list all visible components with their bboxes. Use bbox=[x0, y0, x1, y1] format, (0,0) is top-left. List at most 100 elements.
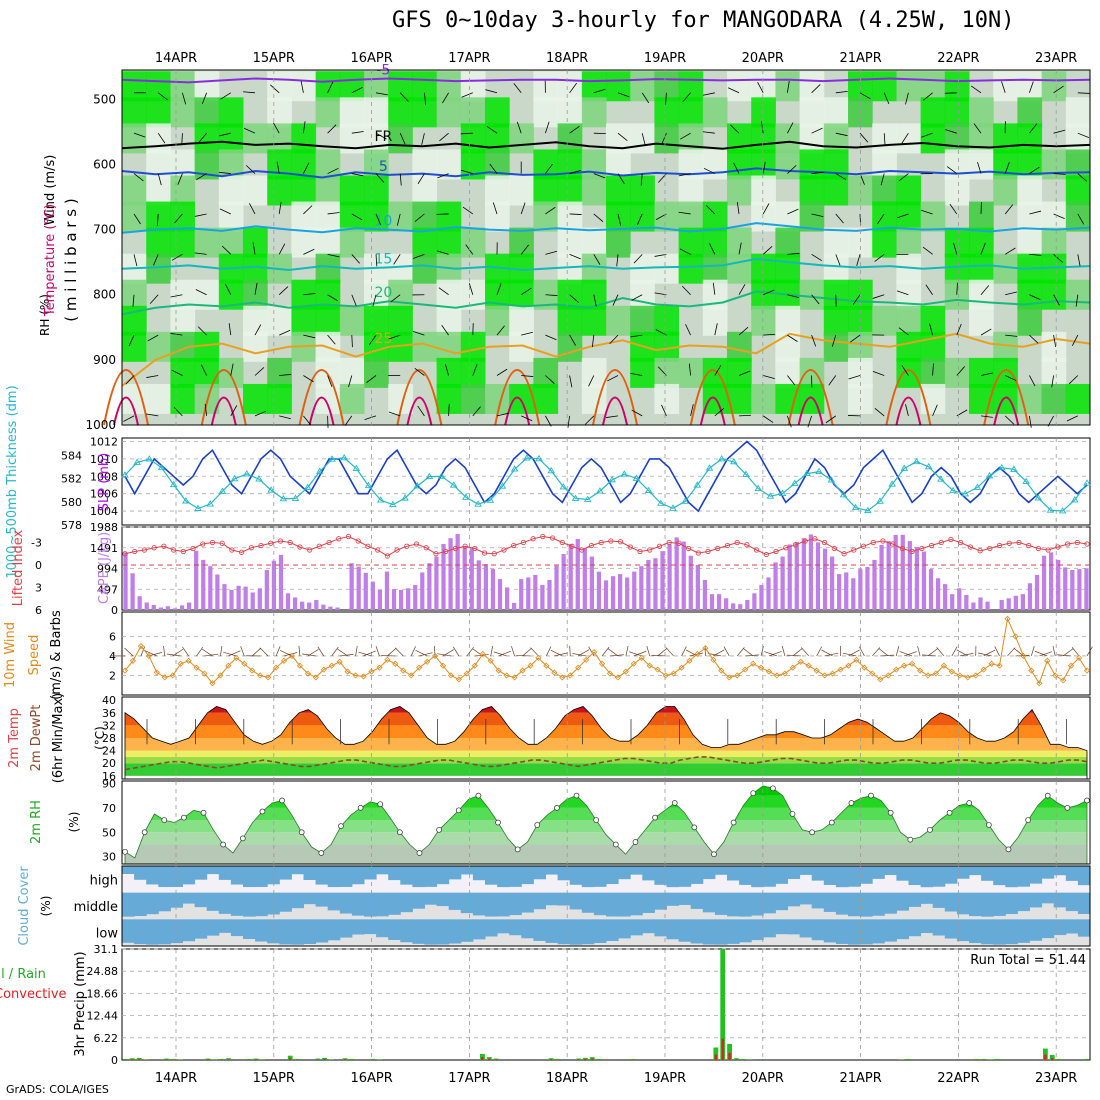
temperature-contour bbox=[121, 167, 1091, 179]
wind-speed-marker bbox=[972, 672, 979, 679]
cape-axis-label: CAPE (J/kg) bbox=[97, 532, 112, 604]
surface-wind-barb bbox=[1031, 646, 1035, 657]
cloud-cover-bar bbox=[1029, 892, 1043, 908]
cloud-cover-bar bbox=[1005, 919, 1018, 945]
cloud-cover-bar bbox=[932, 919, 946, 936]
thickness-marker bbox=[498, 482, 507, 489]
wind-barb bbox=[880, 173, 885, 186]
cape-bar bbox=[208, 566, 213, 610]
rh-shade-cell bbox=[872, 227, 897, 258]
rh-marker bbox=[338, 823, 344, 830]
temp-band bbox=[125, 763, 1087, 776]
surface-wind-barb bbox=[516, 655, 531, 657]
li-marker bbox=[851, 547, 857, 553]
wind-barb bbox=[1029, 166, 1040, 174]
cape-bar bbox=[250, 592, 255, 610]
cloud-cover-bar bbox=[339, 919, 353, 938]
cloud-cover-bar bbox=[497, 919, 510, 934]
wind-barb bbox=[545, 250, 558, 255]
wind-barb bbox=[641, 133, 646, 145]
cape-bar bbox=[215, 574, 220, 610]
cape-bar bbox=[935, 578, 941, 610]
wind-speed-marker bbox=[765, 668, 773, 675]
wind-axis-label: Wind (m/s) bbox=[43, 155, 58, 226]
wind-speed-marker bbox=[813, 667, 820, 674]
cape-bar bbox=[554, 565, 559, 610]
cape-bar bbox=[681, 541, 686, 610]
cloud-cover-bar bbox=[751, 892, 764, 916]
cloud-cover-bar bbox=[134, 919, 147, 945]
rh-shade-cell bbox=[581, 253, 607, 284]
wind-barb bbox=[730, 124, 740, 134]
rh-shade-cell bbox=[460, 71, 486, 102]
rh-shade-cell bbox=[146, 201, 171, 232]
cape-bar bbox=[497, 579, 503, 610]
li-marker bbox=[919, 545, 925, 552]
precip-tick-label: 0 bbox=[111, 1054, 118, 1067]
slp-tick-label: 1006 bbox=[90, 488, 118, 501]
cloud-cover-bar bbox=[896, 892, 909, 911]
wind-speed-marker bbox=[551, 669, 558, 676]
wind-barb bbox=[787, 294, 800, 299]
cape-bar bbox=[504, 587, 510, 610]
cloud-cover-bar bbox=[823, 866, 837, 885]
wind-speed-marker bbox=[853, 656, 860, 663]
wind-barb bbox=[485, 89, 498, 94]
surface-wind-barb bbox=[240, 646, 245, 657]
wind-barb bbox=[496, 412, 509, 417]
rh-marker bbox=[770, 785, 776, 792]
cloud-cover-bar bbox=[727, 919, 740, 944]
rh-shade-cell bbox=[993, 149, 1018, 180]
cloud-cover-bar bbox=[787, 919, 801, 935]
wind-speed-marker bbox=[980, 666, 987, 673]
wind-speed-marker bbox=[408, 672, 415, 679]
wind-barb bbox=[946, 166, 958, 174]
cape-bar bbox=[165, 606, 171, 610]
surface-wind-barb bbox=[1039, 651, 1053, 657]
dewpoint-line bbox=[124, 756, 1088, 771]
wind-speed-marker bbox=[559, 674, 566, 681]
cape-bar bbox=[999, 599, 1004, 610]
cloud-cover-bar bbox=[848, 892, 861, 917]
wind-barb bbox=[980, 415, 993, 418]
rh-shade-cell bbox=[775, 305, 801, 336]
wind-barb bbox=[872, 294, 885, 299]
wind-barb bbox=[762, 246, 773, 255]
rh-shade-cell bbox=[920, 71, 946, 102]
cloud-cover-bar bbox=[908, 866, 922, 886]
cape-bar bbox=[653, 558, 658, 610]
li-marker bbox=[190, 545, 196, 552]
rh-shade-cell bbox=[678, 97, 704, 128]
wind-barb bbox=[1029, 81, 1034, 93]
li-tick-label: -3 bbox=[31, 537, 42, 550]
cape-bar bbox=[1049, 552, 1054, 610]
wind-speed-marker bbox=[368, 668, 375, 675]
cloud-cover-bar bbox=[460, 892, 474, 914]
li-marker bbox=[569, 543, 575, 549]
cloud-cover-bar bbox=[702, 892, 716, 913]
temp-band bbox=[125, 756, 1087, 764]
bottom-date-label: 15APR bbox=[253, 1071, 295, 1086]
rh-shade-cell bbox=[799, 123, 825, 154]
thickness-marker bbox=[1046, 506, 1055, 513]
cloud-cover-bar bbox=[581, 919, 595, 945]
cape-bar bbox=[964, 594, 969, 610]
rh-shade-cell bbox=[146, 383, 171, 414]
rh-shade-cell bbox=[1017, 227, 1043, 258]
surface-wind-barb bbox=[298, 645, 301, 656]
wind-barb bbox=[520, 244, 529, 255]
cape-bar bbox=[427, 563, 432, 610]
rh-shade-cell bbox=[775, 253, 801, 284]
li-marker bbox=[899, 545, 905, 552]
rh-shade-cell bbox=[630, 357, 655, 388]
wind-barb bbox=[545, 375, 555, 384]
cloud-cover-bar bbox=[835, 866, 849, 888]
wind-barb bbox=[569, 213, 582, 215]
wind-speed-marker bbox=[869, 670, 876, 677]
precip-convective-bar bbox=[721, 1038, 724, 1060]
precip-total-bar bbox=[287, 1055, 293, 1060]
wind-barb bbox=[681, 285, 691, 296]
cape-bar bbox=[589, 556, 594, 610]
cape-bar bbox=[271, 560, 277, 610]
rh-shade-cell bbox=[194, 357, 220, 388]
